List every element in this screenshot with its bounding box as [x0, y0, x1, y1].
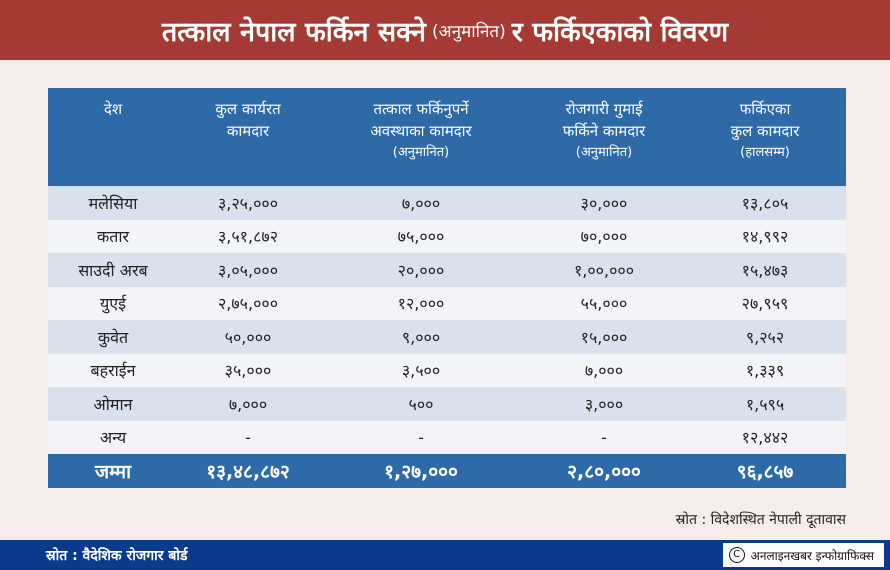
cell-country: कतार [48, 219, 178, 253]
worker-table: देश कुल कार्यरत कामदार तत्काल फर्किनुपर्… [48, 88, 846, 488]
cell-country: कुवेत [48, 320, 178, 354]
header-returned-total: फर्किएका कुल कामदार (हालसम्म) [684, 88, 846, 186]
cell-value: ७०,००० [524, 219, 684, 253]
cell-value: ३,००० [524, 387, 684, 421]
footer-bar: स्रोत : वैदेशिक रोजगार बोर्ड C अनलाइनखबर… [0, 540, 890, 570]
cell-value: ७,००० [318, 186, 524, 220]
cell-value: १२,४४२ [684, 420, 846, 454]
cell-value: ९,००० [318, 320, 524, 354]
header-job-loss-return: रोजगारी गुमाई फर्किने कामदार (अनुमानित) [524, 88, 684, 186]
cell-country: साउदी अरब [48, 253, 178, 287]
table-row: युएई २,७५,००० १२,००० ५५,००० २७,९५९ [48, 286, 846, 320]
total-value: २,८०,००० [524, 454, 684, 488]
cell-value: १,००,००० [524, 253, 684, 287]
cell-value: २०,००० [318, 253, 524, 287]
cell-value: ५०,००० [178, 320, 318, 354]
cell-value: १४,९९२ [684, 219, 846, 253]
table-header-row: देश कुल कार्यरत कामदार तत्काल फर्किनुपर्… [48, 88, 846, 186]
cell-country: ओमान [48, 387, 178, 421]
cell-value: ३,५०० [318, 353, 524, 387]
cell-value: ७,००० [178, 387, 318, 421]
cell-value: ५५,००० [524, 286, 684, 320]
total-label: जम्मा [48, 454, 178, 488]
cell-value: ७५,००० [318, 219, 524, 253]
cell-value: ३०,००० [524, 186, 684, 220]
cell-value: १,३३९ [684, 353, 846, 387]
title-bar: तत्काल नेपाल फर्किन सक्ने (अनुमानित) र फ… [0, 0, 890, 60]
cell-value: ५०० [318, 387, 524, 421]
title-part-1: तत्काल नेपाल फर्किन सक्ने [161, 16, 426, 48]
cell-value: - [524, 420, 684, 454]
copyright-icon: C [728, 547, 745, 563]
cell-value: १५,००० [524, 320, 684, 354]
cell-value: २७,९५९ [684, 286, 846, 320]
header-total-workers: कुल कार्यरत कामदार [178, 88, 318, 186]
table-row: बहराईन ३५,००० ३,५०० ७,००० १,३३९ [48, 353, 846, 387]
footer-source: स्रोत : वैदेशिक रोजगार बोर्ड [46, 548, 188, 564]
title-part-3: र फर्किएकाको विवरण [511, 16, 729, 48]
credit-badge: C अनलाइनखबर इन्फोग्राफिक्स [722, 543, 884, 567]
total-value: १३,४८,८७२ [178, 454, 318, 488]
table-row: ओमान ७,००० ५०० ३,००० १,५९५ [48, 387, 846, 421]
cell-value: - [178, 420, 318, 454]
cell-value: १,५९५ [684, 387, 846, 421]
table-total-row: जम्मा १३,४८,८७२ १,२७,००० २,८०,००० ९६,८५७ [48, 454, 846, 488]
header-country: देश [48, 88, 178, 186]
table-row: अन्य - - - १२,४४२ [48, 420, 846, 454]
cell-value: १२,००० [318, 286, 524, 320]
cell-country: युएई [48, 286, 178, 320]
total-value: ९६,८५७ [684, 454, 846, 488]
title-part-2: (अनुमानित) [431, 21, 506, 42]
cell-value: १३,८०५ [684, 186, 846, 220]
cell-country: बहराईन [48, 353, 178, 387]
table-row: साउदी अरब ३,०५,००० २०,००० १,००,००० १५,४७… [48, 253, 846, 287]
cell-country: अन्य [48, 420, 178, 454]
embassy-source-note: स्रोत : विदेशस्थित नेपाली दूतावास [675, 512, 846, 528]
cell-value: १५,४७३ [684, 253, 846, 287]
table-row: कतार ३,५१,८७२ ७५,००० ७०,००० १४,९९२ [48, 219, 846, 253]
table-row: मलेसिया ३,२५,००० ७,००० ३०,००० १३,८०५ [48, 186, 846, 220]
cell-value: ३,५१,८७२ [178, 219, 318, 253]
credit-text: अनलाइनखबर इन्फोग्राफिक्स [750, 548, 874, 563]
cell-value: ९,२५२ [684, 320, 846, 354]
cell-value: ३,०५,००० [178, 253, 318, 287]
cell-value: ३५,००० [178, 353, 318, 387]
cell-value: - [318, 420, 524, 454]
table-row: कुवेत ५०,००० ९,००० १५,००० ९,२५२ [48, 320, 846, 354]
total-value: १,२७,००० [318, 454, 524, 488]
cell-country: मलेसिया [48, 186, 178, 220]
cell-value: २,७५,००० [178, 286, 318, 320]
header-immediate-return: तत्काल फर्किनुपर्ने अवस्थाका कामदार (अनु… [318, 88, 524, 186]
cell-value: ३,२५,००० [178, 186, 318, 220]
cell-value: ७,००० [524, 353, 684, 387]
